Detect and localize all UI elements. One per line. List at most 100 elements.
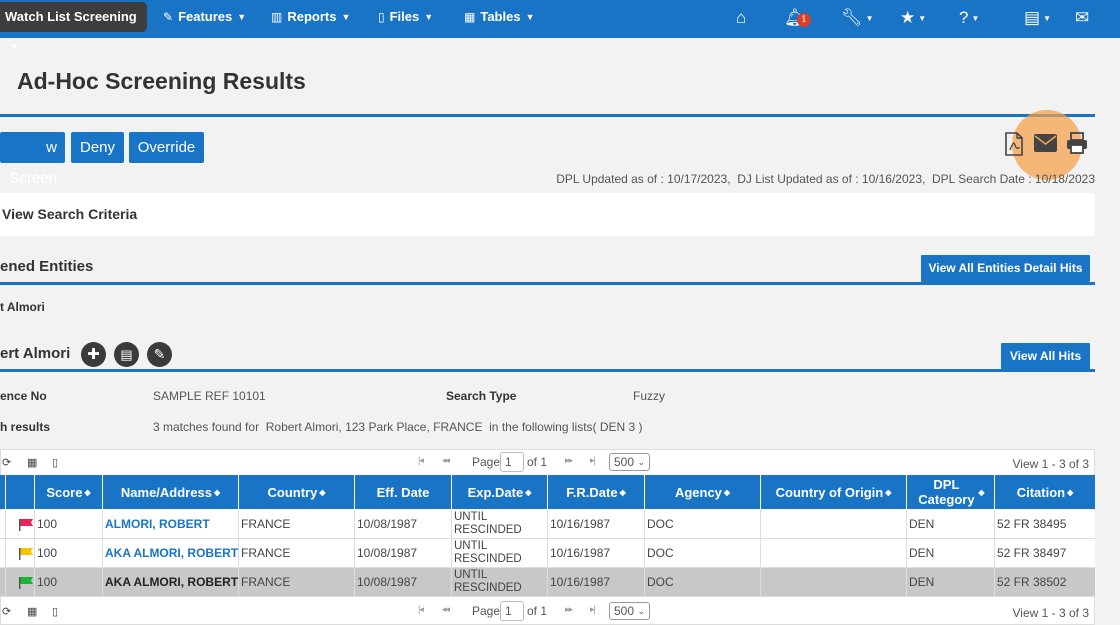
search-results-value: 3 matches found for Robert Almori, 123 P…: [153, 420, 643, 434]
divider: [0, 282, 1095, 285]
chevron-down-icon: ⌄: [637, 606, 645, 616]
entity-name[interactable]: t Almori: [0, 300, 45, 314]
print-icon[interactable]: [1066, 132, 1088, 160]
flag-icon: [19, 519, 33, 531]
caret-down-icon: ▼: [971, 14, 980, 23]
refresh-icon[interactable]: ⟳: [2, 457, 12, 469]
pdf-icon[interactable]: [1004, 132, 1024, 162]
col-exp-date[interactable]: Exp.Date ◆: [452, 475, 548, 509]
flag-icon: [19, 548, 33, 560]
search-criteria-panel[interactable]: View Search Criteria: [0, 193, 1095, 236]
sort-icon: ◆: [885, 487, 892, 497]
col-citation[interactable]: Citation ◆: [995, 475, 1095, 509]
rows-per-page-value: 500: [614, 604, 635, 618]
cell-name-address[interactable]: ALMORI, ROBERT: [103, 510, 239, 539]
nav-reports[interactable]: ▥ Reports ▼: [271, 0, 350, 36]
document-icon[interactable]: ▤: [114, 342, 139, 367]
col-fr-date[interactable]: F.R.Date ◆: [548, 475, 645, 509]
nav-label: Watch List Screening: [5, 9, 137, 24]
wrench-icon[interactable]: 🔧︎ ▼: [841, 8, 874, 27]
star-icon[interactable]: ★ ▼: [900, 8, 927, 27]
pencil-icon: ✎: [163, 10, 174, 24]
col-score[interactable]: Score ◆: [35, 475, 103, 509]
cell-country-of-origin: [761, 568, 907, 597]
next-page-icon[interactable]: ▸▸: [565, 604, 573, 614]
cell-score: 100: [35, 568, 103, 597]
record-count: View 1 - 3 of 3: [1012, 606, 1090, 620]
nav-watch-list-screening[interactable]: Watch List Screening ▼: [0, 2, 147, 52]
next-page-icon[interactable]: ▸▸: [565, 455, 573, 465]
header-label: Exp.Date: [467, 484, 524, 500]
refresh-icon[interactable]: ⟳: [2, 606, 12, 618]
view-all-hits-button[interactable]: View All Hits: [1001, 343, 1090, 370]
nav-files[interactable]: ▯ Files ▼: [378, 0, 433, 36]
prev-page-icon[interactable]: ◂◂: [442, 604, 450, 614]
cell-name-address[interactable]: AKA ALMORI, ROBERT: [103, 568, 239, 597]
flag-icon: [19, 577, 33, 589]
col-country[interactable]: Country ◆: [239, 475, 355, 509]
cell-country-of-origin: [761, 510, 907, 539]
first-page-icon[interactable]: |◂: [418, 604, 424, 614]
table-row[interactable]: 100 ALMORI, ROBERT FRANCE 10/08/1987 UNTIL R…: [0, 510, 1095, 539]
mail-icon[interactable]: ✉: [1075, 8, 1090, 27]
page-input[interactable]: 1: [500, 452, 524, 472]
header-label: Country: [267, 484, 318, 500]
columns-icon[interactable]: ▦: [27, 606, 38, 618]
view-search-criteria-link[interactable]: View Search Criteria: [2, 206, 138, 222]
table-row[interactable]: 100 AKA ALMORI, ROBERT FRANCE 10/08/1987 UNT…: [0, 539, 1095, 568]
add-icon[interactable]: ✚: [81, 342, 106, 367]
pager-bottom: ⟳ ▦ ▯ |◂ ◂◂ Page 1 of 1 ▸▸ ▸| 500 ⌄ View …: [0, 598, 1095, 625]
columns-icon[interactable]: ▦: [27, 457, 38, 469]
nav-label: Files: [389, 9, 420, 24]
nav-tables[interactable]: ▦ Tables ▼: [464, 0, 534, 36]
col-country-of-origin[interactable]: Country of Origin ◆: [761, 475, 907, 509]
rows-per-page-select[interactable]: 500 ⌄: [609, 602, 650, 620]
cell-eff-date: 10/08/1987: [355, 568, 452, 597]
chevron-down-icon: ⌄: [637, 457, 645, 467]
email-icon[interactable]: [1034, 134, 1057, 158]
cell-agency: DOC: [645, 539, 761, 568]
override-button[interactable]: Override: [129, 132, 204, 163]
last-page-icon[interactable]: ▸|: [590, 604, 596, 614]
help-icon[interactable]: ? ▼: [959, 8, 980, 27]
cell-country: FRANCE: [239, 539, 355, 568]
cell-citation: 52 FR 38502: [997, 575, 1067, 589]
paperclip-icon[interactable]: ✎: [147, 342, 172, 367]
caret-down-icon: ▼: [10, 42, 19, 52]
rows-per-page-select[interactable]: 500 ⌄: [609, 453, 650, 471]
divider: [0, 369, 1095, 372]
notification-badge: 1: [797, 13, 811, 27]
header-label: Citation: [1016, 484, 1066, 500]
header-label: Score: [46, 484, 83, 500]
last-page-icon[interactable]: ▸|: [590, 455, 596, 465]
sort-icon: ◆: [525, 487, 532, 497]
caret-down-icon: ▼: [525, 12, 535, 22]
export-icon[interactable]: ▯: [52, 606, 59, 618]
caret-down-icon: ▼: [237, 12, 247, 22]
first-page-icon[interactable]: |◂: [418, 455, 424, 465]
page-input[interactable]: 1: [500, 601, 524, 621]
cell-name-address[interactable]: AKA ALMORI, ROBERT: [103, 539, 239, 568]
header-label: Agency: [674, 484, 722, 500]
table-icon: ▦: [464, 10, 476, 24]
search-type-label: Search Type: [446, 389, 517, 403]
book-icon[interactable]: ▤ ▼: [1024, 8, 1051, 27]
view-all-entities-detail-hits-button[interactable]: View All Entities Detail Hits: [921, 255, 1090, 282]
nav-features[interactable]: ✎ Features ▼: [163, 0, 246, 36]
deny-button[interactable]: Deny: [71, 132, 124, 163]
col-eff-date[interactable]: Eff. Date: [355, 475, 452, 509]
prev-page-icon[interactable]: ◂◂: [442, 455, 450, 465]
home-icon[interactable]: ⌂: [736, 8, 747, 27]
col-name-address[interactable]: Name/Address ◆: [103, 475, 239, 509]
col-agency[interactable]: Agency ◆: [645, 475, 761, 509]
cell-score: 100: [35, 539, 103, 568]
top-nav: Watch List Screening ▼ ✎ Features ▼ ▥ Report…: [0, 0, 1120, 52]
page-count: of 1: [527, 455, 548, 469]
export-icon[interactable]: ▯: [52, 457, 59, 469]
header-label: F.R.Date: [566, 484, 618, 500]
col-dpl-category[interactable]: DPL Category ◆: [907, 475, 995, 509]
sort-icon: ◆: [84, 487, 91, 497]
cell-exp-date: UNTIL RESCINDED: [452, 568, 548, 597]
new-screen-button[interactable]: w Screen: [0, 132, 65, 187]
table-row[interactable]: 100 AKA ALMORI, ROBERT FRANCE 10/08/1987 UNT…: [0, 568, 1095, 597]
